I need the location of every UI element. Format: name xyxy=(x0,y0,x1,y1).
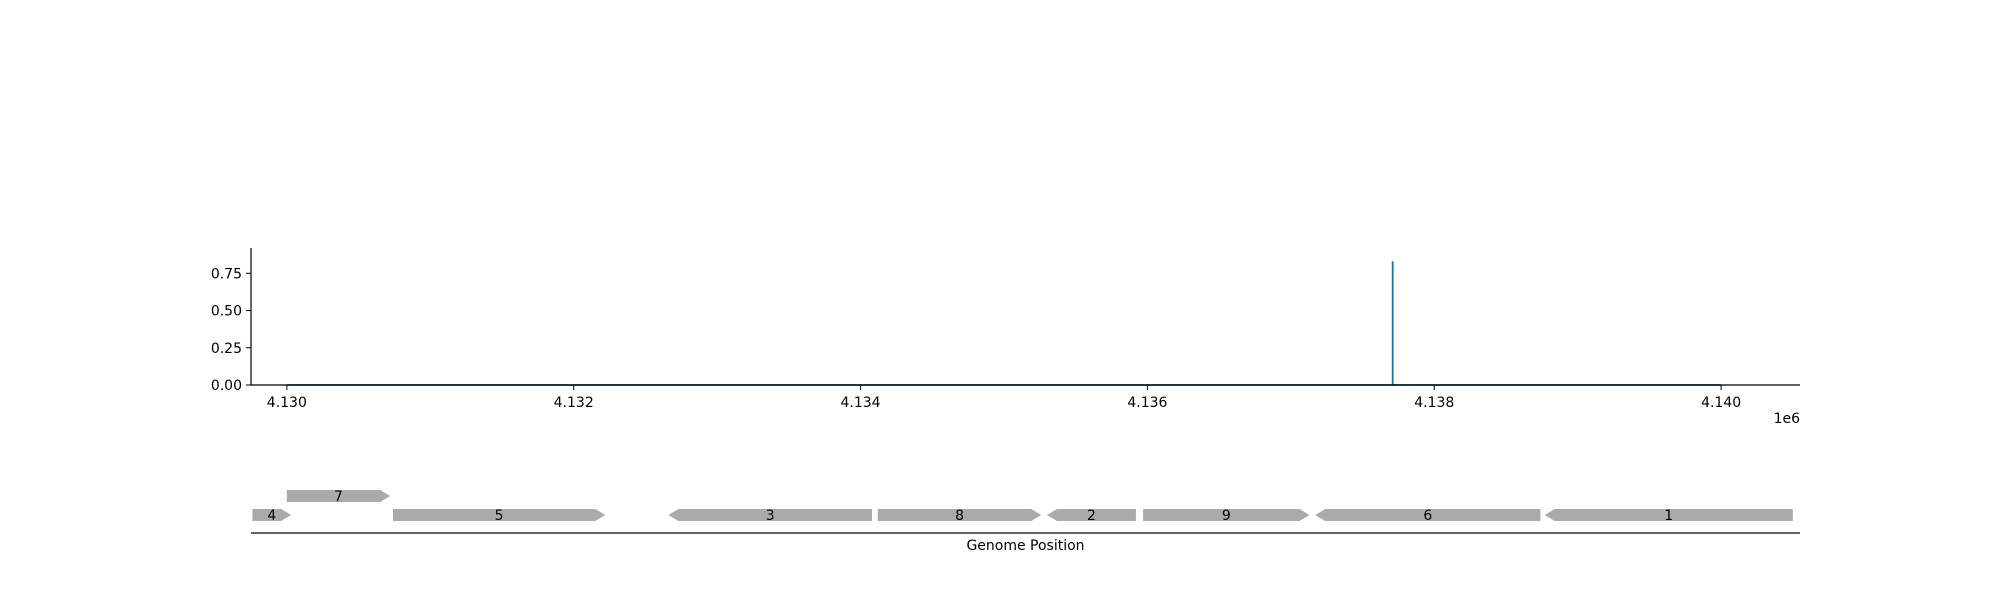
x-tick-label: 4.136 xyxy=(1127,395,1167,411)
gene-label: 3 xyxy=(766,508,775,524)
gene-label: 9 xyxy=(1222,508,1231,524)
y-tick-label: 0.00 xyxy=(211,378,242,394)
gene-track-x-label: Genome Position xyxy=(966,538,1084,554)
x-tick-label: 4.140 xyxy=(1701,395,1741,411)
signal-y-ticks: 0.00 0.25 0.50 0.75 xyxy=(211,266,251,394)
signal-line xyxy=(286,261,1722,386)
y-tick-label: 0.75 xyxy=(211,266,242,282)
gene-arrow xyxy=(668,509,873,521)
gene-arrows: 4 7 5 3 8 2 9 6 1 xyxy=(252,489,1793,524)
gene-track-plot: 4 7 5 3 8 2 9 6 1 Genome Position xyxy=(251,489,1800,554)
gene-label: 4 xyxy=(267,508,276,524)
gene-arrow xyxy=(877,509,1042,521)
gene-label: 5 xyxy=(495,508,504,524)
gene-arrow xyxy=(1047,509,1136,521)
x-tick-label: 4.132 xyxy=(554,395,594,411)
y-tick-label: 0.50 xyxy=(211,304,242,320)
x-tick-label: 4.134 xyxy=(841,395,881,411)
gene-label: 2 xyxy=(1087,508,1096,524)
signal-series-group xyxy=(286,261,1722,386)
x-tick-label: 4.130 xyxy=(267,395,307,411)
x-offset-label: 1e6 xyxy=(1774,411,1801,427)
gene-arrow xyxy=(286,490,391,502)
y-tick-label: 0.25 xyxy=(211,341,242,357)
gene-arrow xyxy=(392,509,606,521)
gene-label: 8 xyxy=(955,508,964,524)
gene-arrow xyxy=(1315,509,1541,521)
signal-x-ticks: 4.130 4.132 4.134 4.136 4.138 4.140 xyxy=(267,385,1741,411)
gene-arrow xyxy=(252,509,292,521)
gene-label: 6 xyxy=(1423,508,1432,524)
signal-plot: 0.000.250.500.75 4.130 4.132 4.134 4.136 4.1… xyxy=(211,248,1800,427)
gene-arrow xyxy=(1544,509,1793,521)
x-tick-label: 4.138 xyxy=(1414,395,1454,411)
gene-arrow xyxy=(1143,509,1310,521)
gene-label: 7 xyxy=(334,489,343,505)
gene-label: 1 xyxy=(1664,508,1673,524)
